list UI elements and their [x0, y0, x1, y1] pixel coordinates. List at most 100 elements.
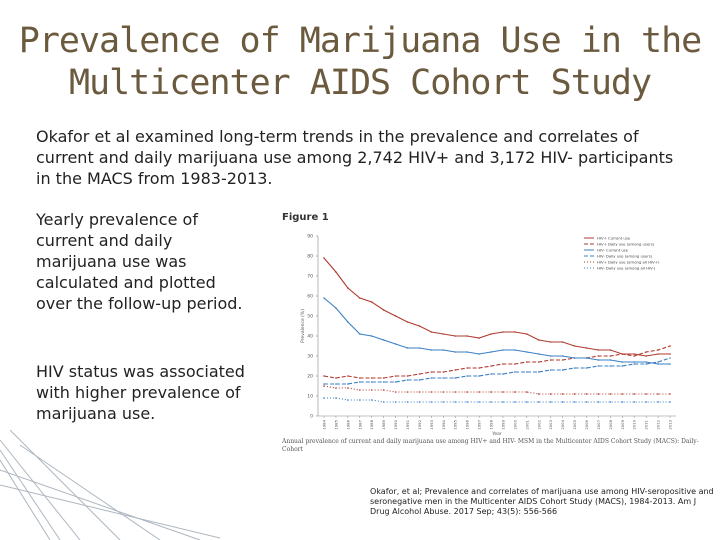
data-point [454, 401, 457, 403]
data-point [597, 349, 600, 351]
x-tick-label: 2003 [548, 419, 553, 429]
data-point [633, 401, 636, 403]
y-tick-label: 90 [307, 234, 313, 240]
data-point [454, 377, 457, 379]
data-point [358, 399, 361, 401]
data-point [454, 369, 457, 371]
data-point [454, 351, 457, 353]
data-point [335, 271, 337, 273]
data-point [382, 381, 385, 383]
legend-label: HIV- Daily use (among all HIV-) [597, 266, 656, 271]
decorative-corner-lines [0, 430, 220, 540]
data-point [466, 335, 468, 337]
data-point [335, 307, 337, 309]
data-point [502, 363, 504, 365]
data-point [358, 389, 361, 391]
data-point [370, 377, 373, 379]
data-point [585, 347, 588, 349]
x-tick-label: 2008 [608, 419, 613, 429]
data-point [323, 375, 325, 377]
y-tick-label: 80 [307, 254, 313, 260]
data-point [370, 381, 373, 383]
data-point [430, 349, 433, 351]
figure-label: Figure 1 [282, 212, 329, 223]
data-point [418, 379, 421, 381]
series-line-2 [323, 297, 670, 365]
data-point [526, 401, 528, 403]
data-point [549, 359, 552, 361]
data-point [645, 363, 647, 365]
data-point [597, 401, 600, 403]
data-point [466, 401, 468, 403]
data-point [502, 331, 504, 333]
data-point [633, 363, 636, 365]
data-point [370, 335, 373, 337]
line-chart: 0 10 20 30 40 50 60 70 80 90 1984 1985 1986 1987 1988 1… [300, 234, 676, 437]
data-point [466, 375, 468, 377]
data-point [430, 377, 433, 379]
legend-label: HIV+ Daily use (among users) [597, 242, 655, 247]
x-tick-label: 1990 [393, 419, 398, 429]
data-point [347, 387, 349, 389]
data-point [514, 331, 516, 333]
data-point [657, 361, 659, 363]
data-point [669, 345, 671, 347]
data-point [514, 349, 516, 351]
data-point [382, 401, 385, 403]
series-line-0 [323, 257, 670, 357]
x-tick-label: 1996 [465, 419, 470, 429]
data-point [323, 297, 325, 299]
data-point [490, 401, 492, 403]
data-point [549, 393, 552, 395]
data-point [502, 401, 504, 403]
data-point [358, 377, 361, 379]
data-point [347, 399, 349, 401]
data-point [573, 367, 576, 369]
y-tick-label: 60 [307, 294, 313, 300]
data-point [514, 401, 516, 403]
series-line-4 [323, 385, 670, 395]
data-point [573, 345, 576, 347]
data-point [454, 391, 457, 393]
data-point [442, 333, 445, 335]
x-axis-label: Year [491, 431, 502, 437]
x-tick-label: 1991 [405, 419, 410, 429]
data-point [621, 353, 624, 355]
data-point [526, 361, 528, 363]
data-point [549, 401, 552, 403]
data-point [585, 367, 588, 369]
data-point [323, 385, 325, 387]
y-tick-label: 0 [310, 414, 313, 420]
data-point [526, 391, 528, 393]
x-tick-label: 1985 [333, 419, 338, 429]
data-point [490, 333, 492, 335]
data-point [585, 357, 588, 359]
data-point [597, 393, 600, 395]
series-line-3 [324, 357, 671, 385]
data-point [537, 371, 540, 373]
data-point [394, 343, 397, 345]
data-point [537, 353, 540, 355]
x-tick-label: 2004 [560, 419, 565, 429]
data-point [669, 363, 671, 365]
data-point [561, 393, 564, 395]
data-point [418, 401, 421, 403]
intro-paragraph: Okafor et al examined long-term trends i… [36, 127, 674, 188]
data-point [657, 363, 659, 365]
data-point [382, 309, 385, 311]
y-tick-label: 20 [307, 374, 313, 380]
x-tick-label: 1993 [429, 419, 434, 429]
data-point [406, 391, 409, 393]
data-point [478, 337, 480, 339]
data-point [597, 355, 600, 357]
y-tick-label: 70 [307, 274, 313, 280]
x-tick-label: 2005 [572, 419, 577, 429]
data-point [323, 257, 325, 259]
legend-label: HIV+ Daily use (among all HIV+) [597, 260, 660, 265]
data-point [514, 363, 516, 365]
data-point [335, 383, 337, 385]
data-point [561, 401, 564, 403]
data-point [561, 355, 564, 357]
bullet-prevalence: Yearly prevalence of current and daily m… [36, 210, 243, 313]
data-point [502, 349, 504, 351]
